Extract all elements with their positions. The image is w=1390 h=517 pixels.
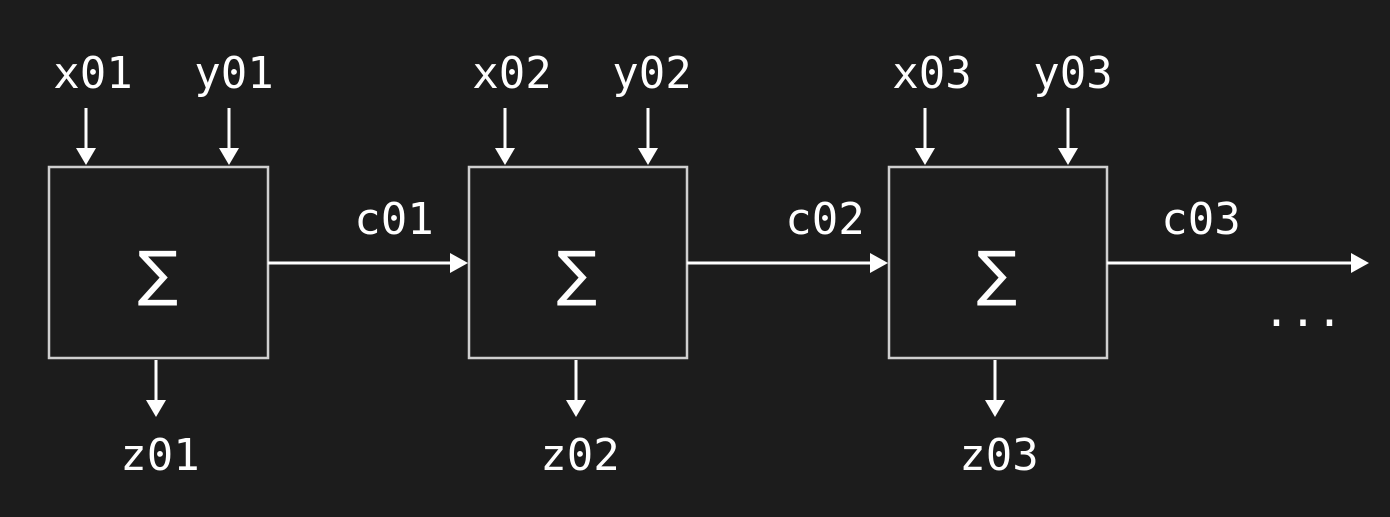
input-x-label-3: x03 [892, 48, 971, 99]
continuation-ellipsis: ... [1263, 286, 1342, 337]
input-x-arrowhead-2 [495, 148, 515, 165]
input-x-arrowhead-1 [76, 148, 96, 165]
input-y-arrowhead-3 [1058, 148, 1078, 165]
input-x-label-2: x02 [472, 48, 551, 99]
carry-label-2: c02 [785, 194, 864, 245]
sigma-symbol-1: ∑ [138, 239, 178, 309]
input-y-label-2: y02 [612, 48, 691, 99]
sigma-symbol-2: ∑ [557, 239, 597, 309]
carry-arrowhead-1 [450, 253, 468, 273]
output-z-label-2: z02 [540, 430, 619, 481]
output-z-arrowhead-2 [566, 400, 586, 417]
carry-label-3: c03 [1161, 194, 1240, 245]
adder-block-1: x01 y01 ∑ z01 c01 [47, 48, 468, 481]
carry-label-1: c01 [354, 194, 433, 245]
output-z-label-1: z01 [120, 430, 199, 481]
input-y-label-3: y03 [1033, 48, 1112, 99]
input-y-arrowhead-2 [638, 148, 658, 165]
output-z-arrowhead-3 [985, 400, 1005, 417]
input-x-arrowhead-3 [915, 148, 935, 165]
adder-block-2: x02 y02 ∑ z02 c02 [467, 48, 888, 481]
output-z-arrowhead-1 [146, 400, 166, 417]
input-y-arrowhead-1 [219, 148, 239, 165]
output-z-label-3: z03 [959, 430, 1038, 481]
adder-block-3: x03 y03 ∑ z03 c03 [887, 48, 1369, 481]
input-y-label-1: y01 [194, 48, 273, 99]
input-x-label-1: x01 [53, 48, 132, 99]
sigma-symbol-3: ∑ [977, 239, 1017, 309]
carry-arrowhead-3 [1351, 253, 1369, 273]
carry-arrowhead-2 [870, 253, 888, 273]
